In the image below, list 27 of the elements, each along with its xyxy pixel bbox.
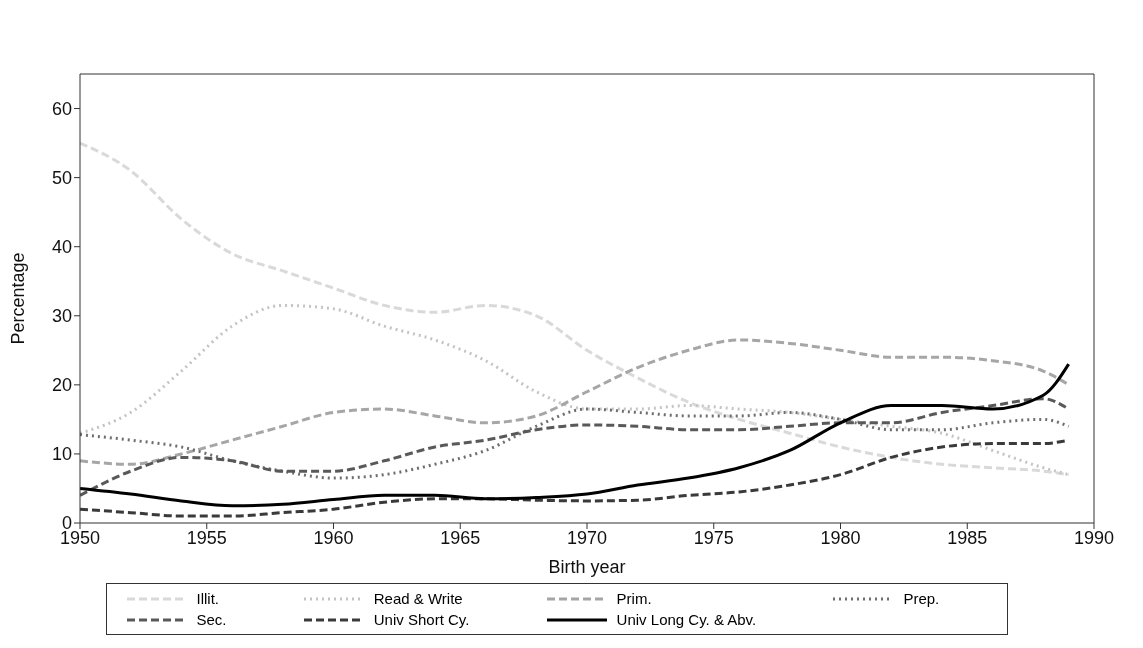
y-tick-label: 40 xyxy=(51,237,72,258)
legend-label: Sec. xyxy=(196,611,227,628)
y-tick-label: 10 xyxy=(51,444,72,465)
x-tick-label: 1955 xyxy=(186,527,227,548)
line-series xyxy=(80,141,1071,477)
y-axis-title: Percentage xyxy=(8,252,29,345)
y-tick-label: 60 xyxy=(51,98,72,119)
x-tick-label: 1985 xyxy=(947,527,988,548)
x-tick-label: 1980 xyxy=(820,527,861,548)
legend-label: Illit. xyxy=(196,590,219,607)
x-tick-label: 1990 xyxy=(1073,527,1115,548)
line-series xyxy=(80,303,1071,477)
line-series xyxy=(80,407,1071,480)
x-tick-label: 1975 xyxy=(693,527,734,548)
legend-label: Prim. xyxy=(616,590,652,607)
y-tick-label: 20 xyxy=(51,375,72,396)
x-tick-label: 1970 xyxy=(566,527,608,548)
y-tick-label: 50 xyxy=(51,168,72,189)
legend-label: Prep. xyxy=(903,590,940,607)
legend-label: Read & Write xyxy=(373,590,463,607)
x-tick-label: 1960 xyxy=(313,527,354,548)
x-tick-label: 1965 xyxy=(440,527,481,548)
x-axis-title: Birth year xyxy=(548,557,626,577)
line-series xyxy=(80,362,1071,508)
legend-label: Univ Short Cy. xyxy=(373,611,470,628)
y-tick-label: 30 xyxy=(51,306,72,327)
legend-label: Univ Long Cy. & Abv. xyxy=(616,611,757,628)
